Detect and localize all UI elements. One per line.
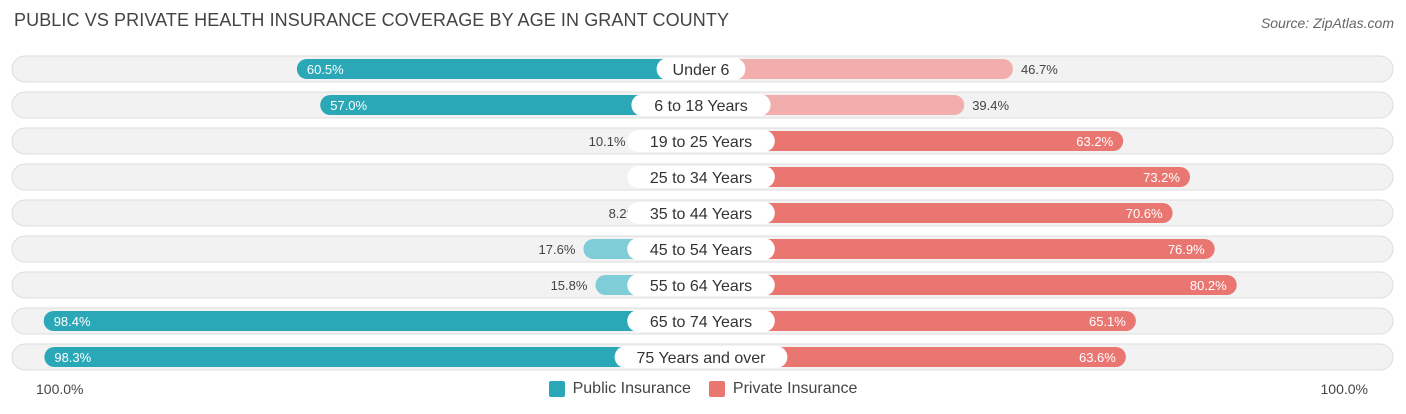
legend-private[interactable]: Private Insurance: [708, 380, 858, 398]
public-bar: [296, 59, 701, 79]
source-credit: Source: ZipAtlas.com: [1260, 15, 1394, 31]
public-bar: [44, 347, 701, 367]
public-bar: [320, 95, 701, 115]
private-value-label: 46.7%: [1021, 62, 1058, 77]
private-value-label: 63.6%: [1079, 350, 1116, 365]
legend-private-swatch: [708, 381, 725, 397]
private-bar: [701, 275, 1237, 295]
private-bar: [701, 311, 1136, 331]
axis-left-label: 100.0%: [36, 381, 84, 397]
private-value-label: 80.2%: [1190, 278, 1227, 293]
category-label: Under 6: [673, 62, 730, 79]
public-value-label: 98.4%: [54, 314, 91, 329]
category-label: 35 to 44 Years: [650, 206, 752, 223]
category-label: 75 Years and over: [637, 350, 767, 367]
chart-canvas: 60.5% 46.7% Under 6 57.0% 39.4% 6 to 18 Years…: [11, 55, 1394, 371]
public-value-label: 17.6%: [539, 242, 576, 257]
axis-right-label: 100.0%: [1320, 381, 1368, 397]
category-pill: [656, 58, 746, 80]
private-value-label: 70.6%: [1126, 206, 1163, 221]
category-pill: [627, 274, 775, 296]
private-bar: [701, 59, 1013, 79]
category-label: 55 to 64 Years: [650, 278, 752, 295]
public-value-label: 60.5%: [307, 62, 344, 77]
public-value-label: 10.1%: [589, 134, 626, 149]
category-label: 45 to 54 Years: [650, 242, 752, 259]
category-pill: [631, 94, 771, 116]
legend: Public Insurance Private Insurance: [0, 380, 1406, 398]
category-pill: [627, 166, 775, 188]
private-value-label: 76.9%: [1168, 242, 1205, 257]
category-label: 6 to 18 Years: [654, 98, 747, 115]
private-bar: [701, 239, 1215, 259]
private-bar: [701, 167, 1190, 187]
public-value-label: 98.3%: [54, 350, 91, 365]
category-pill: [614, 346, 788, 368]
legend-private-label: Private Insurance: [732, 380, 858, 397]
category-pill: [627, 202, 775, 224]
private-value-label: 63.2%: [1076, 134, 1113, 149]
public-bar: [43, 311, 702, 331]
legend-public-swatch: [548, 381, 565, 397]
private-bar: [701, 347, 1126, 367]
category-label: 19 to 25 Years: [650, 134, 752, 151]
category-pill: [627, 238, 775, 260]
legend-public-label: Public Insurance: [572, 380, 691, 397]
public-value-label: 57.0%: [330, 98, 367, 113]
private-value-label: 39.4%: [972, 98, 1009, 113]
private-bar: [701, 203, 1173, 223]
private-value-label: 65.1%: [1089, 314, 1126, 329]
category-label: 65 to 74 Years: [650, 314, 752, 331]
category-pill: [627, 310, 775, 332]
private-value-label: 73.2%: [1143, 170, 1180, 185]
legend-public[interactable]: Public Insurance: [548, 380, 691, 398]
public-value-label: 15.8%: [551, 278, 588, 293]
chart-title: PUBLIC VS PRIVATE HEALTH INSURANCE COVER…: [14, 10, 730, 30]
private-bar: [701, 131, 1124, 151]
category-label: 25 to 34 Years: [650, 170, 752, 187]
category-pill: [627, 130, 775, 152]
